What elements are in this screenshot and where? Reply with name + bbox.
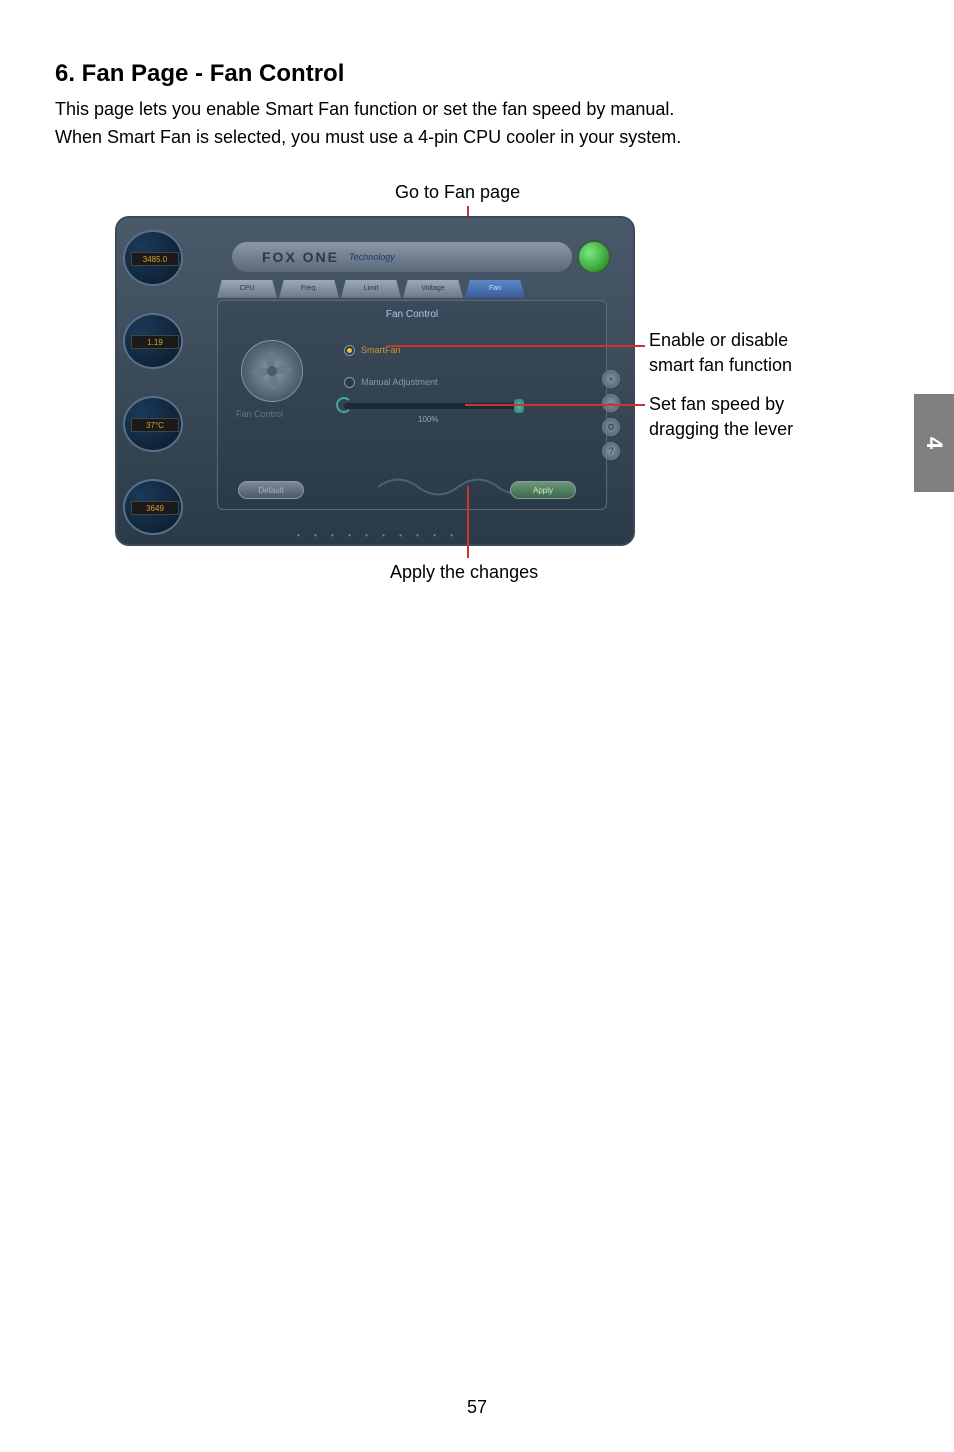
callout-right2-line bbox=[465, 404, 645, 406]
chapter-side-tab: 4 bbox=[914, 394, 954, 492]
gauge-cpu-freq: 3485.0 bbox=[123, 230, 183, 286]
manual-option[interactable]: Manual Adjustment bbox=[344, 377, 438, 388]
gauge-fan-rpm-value: 3649 bbox=[131, 501, 179, 515]
gauge-cpu-freq-value: 3485.0 bbox=[131, 252, 179, 266]
tab-row: CPU Freq. Limit Voltage Fan bbox=[217, 280, 525, 298]
callout-right2-label: Set fan speed by dragging the lever bbox=[649, 392, 793, 442]
gauge-voltage-value: 1.19 bbox=[131, 335, 179, 349]
callout-bottom-line bbox=[467, 486, 469, 558]
foxone-app-window: 3485.0 1.19 37°C 3649 FOX ONE Technology… bbox=[115, 216, 635, 546]
gauge-voltage: 1.19 bbox=[123, 313, 183, 369]
panel-title: Fan Control bbox=[232, 309, 592, 320]
callout-right2-a: Set fan speed by bbox=[649, 394, 784, 414]
gauge-column: 3485.0 1.19 37°C 3649 bbox=[123, 230, 195, 535]
callout-right1-line bbox=[387, 345, 645, 347]
page-number: 57 bbox=[0, 1397, 954, 1418]
close-icon[interactable]: × bbox=[602, 370, 620, 388]
slider-percent: 100% bbox=[418, 415, 438, 424]
power-orb-icon[interactable] bbox=[577, 240, 611, 274]
gauge-fan-rpm: 3649 bbox=[123, 479, 183, 535]
tab-fan[interactable]: Fan bbox=[465, 280, 525, 298]
callout-right2-b: dragging the lever bbox=[649, 419, 793, 439]
manual-radio[interactable] bbox=[344, 377, 355, 388]
callout-right1-a: Enable or disable bbox=[649, 330, 788, 350]
chapter-number: 4 bbox=[921, 437, 947, 449]
fan-caption: Fan Control bbox=[236, 409, 283, 419]
smartfan-radio[interactable] bbox=[344, 345, 355, 356]
gauge-temp-value: 37°C bbox=[131, 418, 179, 432]
callout-right1-b: smart fan function bbox=[649, 355, 792, 375]
help-icon[interactable]: ? bbox=[602, 442, 620, 460]
section-heading: 6. Fan Page - Fan Control bbox=[55, 60, 904, 88]
section-description: This page lets you enable Smart Fan func… bbox=[55, 96, 904, 152]
smartfan-label: SmartFan bbox=[361, 345, 401, 355]
default-button[interactable]: Default bbox=[238, 481, 304, 499]
gauge-temp: 37°C bbox=[123, 396, 183, 452]
brand-text: FOX ONE bbox=[262, 249, 339, 265]
brand-sub: Technology bbox=[349, 252, 395, 262]
slider-knob[interactable] bbox=[514, 399, 524, 413]
apply-button[interactable]: Apply bbox=[510, 481, 576, 499]
desc-line-2: When Smart Fan is selected, you must use… bbox=[55, 127, 681, 147]
callout-bottom-label: Apply the changes bbox=[390, 562, 538, 583]
settings-icon[interactable]: ⚙ bbox=[602, 418, 620, 436]
callout-right1-label: Enable or disable smart fan function bbox=[649, 328, 792, 378]
tab-voltage[interactable]: Voltage bbox=[403, 280, 463, 298]
manual-label: Manual Adjustment bbox=[361, 377, 438, 387]
tab-limit[interactable]: Limit bbox=[341, 280, 401, 298]
desc-line-1: This page lets you enable Smart Fan func… bbox=[55, 99, 674, 119]
minimize-icon[interactable]: – bbox=[602, 394, 620, 412]
tab-cpu[interactable]: CPU bbox=[217, 280, 277, 298]
brand-bar: FOX ONE Technology bbox=[232, 242, 572, 272]
callout-top-label: Go to Fan page bbox=[395, 182, 520, 203]
annotated-figure: Go to Fan page 3485.0 1.19 37°C 3649 FOX… bbox=[55, 182, 905, 602]
tab-freq[interactable]: Freq. bbox=[279, 280, 339, 298]
fan-icon bbox=[242, 341, 302, 401]
pager-dots: • • • • • • • • • • bbox=[297, 531, 459, 540]
